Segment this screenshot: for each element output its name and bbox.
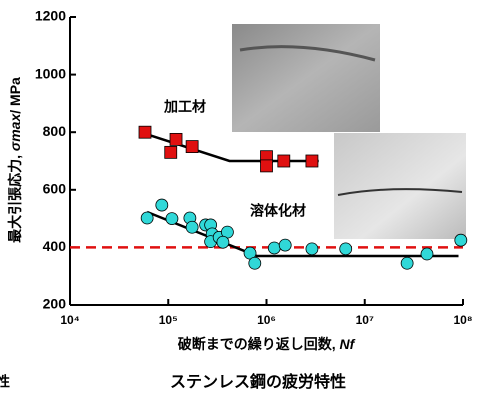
y-tick-label: 800 <box>43 123 67 139</box>
data-point <box>186 141 198 153</box>
x-tick-label: 10⁷ <box>356 313 374 327</box>
data-point <box>156 199 168 211</box>
data-point <box>186 221 198 233</box>
x-tick-label: 10⁶ <box>257 313 276 327</box>
cut-text: 性 <box>0 374 10 390</box>
data-point <box>249 257 261 269</box>
x-tick-label: 10⁴ <box>60 313 79 327</box>
data-point <box>421 248 433 260</box>
x-tick-label: 10⁵ <box>159 313 178 327</box>
y-label-part: / MPa <box>7 77 23 114</box>
data-point <box>139 126 151 138</box>
data-point <box>455 234 467 246</box>
data-point <box>306 243 318 255</box>
y-label-part: 最大引張応力, <box>7 151 23 243</box>
y-tick-label: 1000 <box>35 65 66 81</box>
data-point <box>278 155 290 167</box>
y-tick-label: 600 <box>43 181 67 197</box>
data-point <box>279 239 291 251</box>
data-point <box>401 257 413 269</box>
annotation: 溶体化材 <box>250 203 306 219</box>
data-point <box>261 160 273 172</box>
micrograph <box>232 24 380 132</box>
x-label-part: 破断までの繰り返し回数, <box>178 336 340 352</box>
y-label-part: σmax <box>7 113 23 152</box>
annotation: 加工材 <box>163 99 206 115</box>
data-point <box>170 133 182 145</box>
chart-title: ステンレス鋼の疲労特性 <box>170 372 346 391</box>
data-point <box>166 213 178 225</box>
data-point <box>165 146 177 158</box>
y-tick-label: 1200 <box>35 8 66 24</box>
x-label-part: Nf <box>340 336 356 352</box>
y-axis-label: 最大引張応力, σmax/ MPa <box>7 77 23 243</box>
y-tick-label: 400 <box>43 238 67 254</box>
data-point <box>217 236 229 248</box>
micrograph <box>334 133 466 239</box>
data-point <box>340 243 352 255</box>
data-point <box>141 212 153 224</box>
y-tick-label: 200 <box>43 296 67 312</box>
x-axis-label: 破断までの繰り返し回数, Nf <box>178 336 356 352</box>
data-point <box>268 242 280 254</box>
data-point <box>306 155 318 167</box>
chart: 性 ステンレス鋼の疲労特性 破断までの繰り返し回数, Nf 最大引張応力, σm… <box>0 0 488 398</box>
x-tick-label: 10⁸ <box>453 313 472 327</box>
